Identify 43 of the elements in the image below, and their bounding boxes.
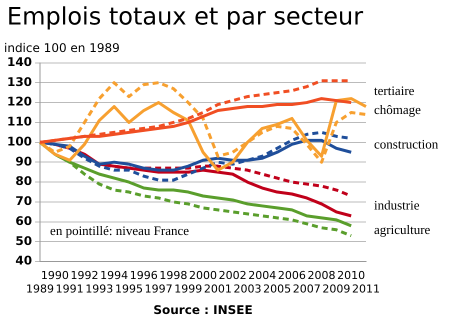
x-tick-label: 1990 — [40, 269, 69, 282]
series-label: agriculture — [374, 222, 431, 238]
series-label: construction — [374, 136, 439, 152]
annotation: en pointillé: niveau France — [50, 223, 190, 238]
x-tick-label: 2004 — [248, 269, 276, 282]
y-axis-title: indice 100 en 1989 — [4, 40, 120, 55]
chart-title: Emplois totaux et par secteur — [6, 2, 364, 31]
y-tick-label: 140 — [6, 54, 32, 69]
x-tick-label: 1996 — [130, 269, 158, 282]
x-tick-label: 1995 — [114, 282, 143, 296]
x-tick-label: 1999 — [174, 282, 202, 296]
x-tick-label: 2003 — [233, 282, 262, 296]
y-tick-label: 90 — [15, 154, 32, 168]
series-label: chômage — [374, 102, 422, 117]
x-tick-label: 2007 — [292, 282, 321, 296]
x-tick-label: 1993 — [85, 282, 114, 296]
x-tick-label: 1998 — [159, 269, 188, 282]
series-label: industrie — [374, 197, 420, 212]
x-tick-label: 2005 — [263, 282, 292, 296]
source-note: Source : INSEE — [153, 303, 253, 318]
y-tick-label: 110 — [6, 114, 32, 129]
y-tick-label: 70 — [15, 194, 32, 208]
y-tick-label: 40 — [15, 254, 32, 268]
x-tick-label: 2008 — [308, 269, 336, 282]
y-tick-label: 80 — [15, 174, 32, 188]
x-tick-label: 1992 — [70, 269, 98, 282]
x-tick-label: 1991 — [56, 282, 84, 296]
x-tick-label: 1989 — [26, 282, 54, 296]
y-tick-label: 100 — [6, 134, 32, 148]
x-tick-label: 2001 — [204, 282, 232, 296]
x-tick-label: 1997 — [144, 282, 173, 296]
x-tick-label: 1994 — [100, 269, 128, 282]
y-tick-label: 120 — [6, 94, 32, 109]
x-tick-label: 2009 — [322, 282, 350, 296]
y-tick-label: 130 — [6, 74, 32, 89]
x-tick-label: 2006 — [278, 269, 306, 282]
x-tick-label: 2002 — [218, 269, 247, 282]
series-label: tertiaire — [374, 83, 415, 98]
x-tick-label: 2010 — [337, 269, 366, 282]
x-tick-label: 2000 — [189, 269, 218, 282]
x-tick-label: 2011 — [352, 282, 380, 296]
y-tick-label: 60 — [15, 214, 32, 228]
y-tick-label: 50 — [15, 234, 32, 248]
